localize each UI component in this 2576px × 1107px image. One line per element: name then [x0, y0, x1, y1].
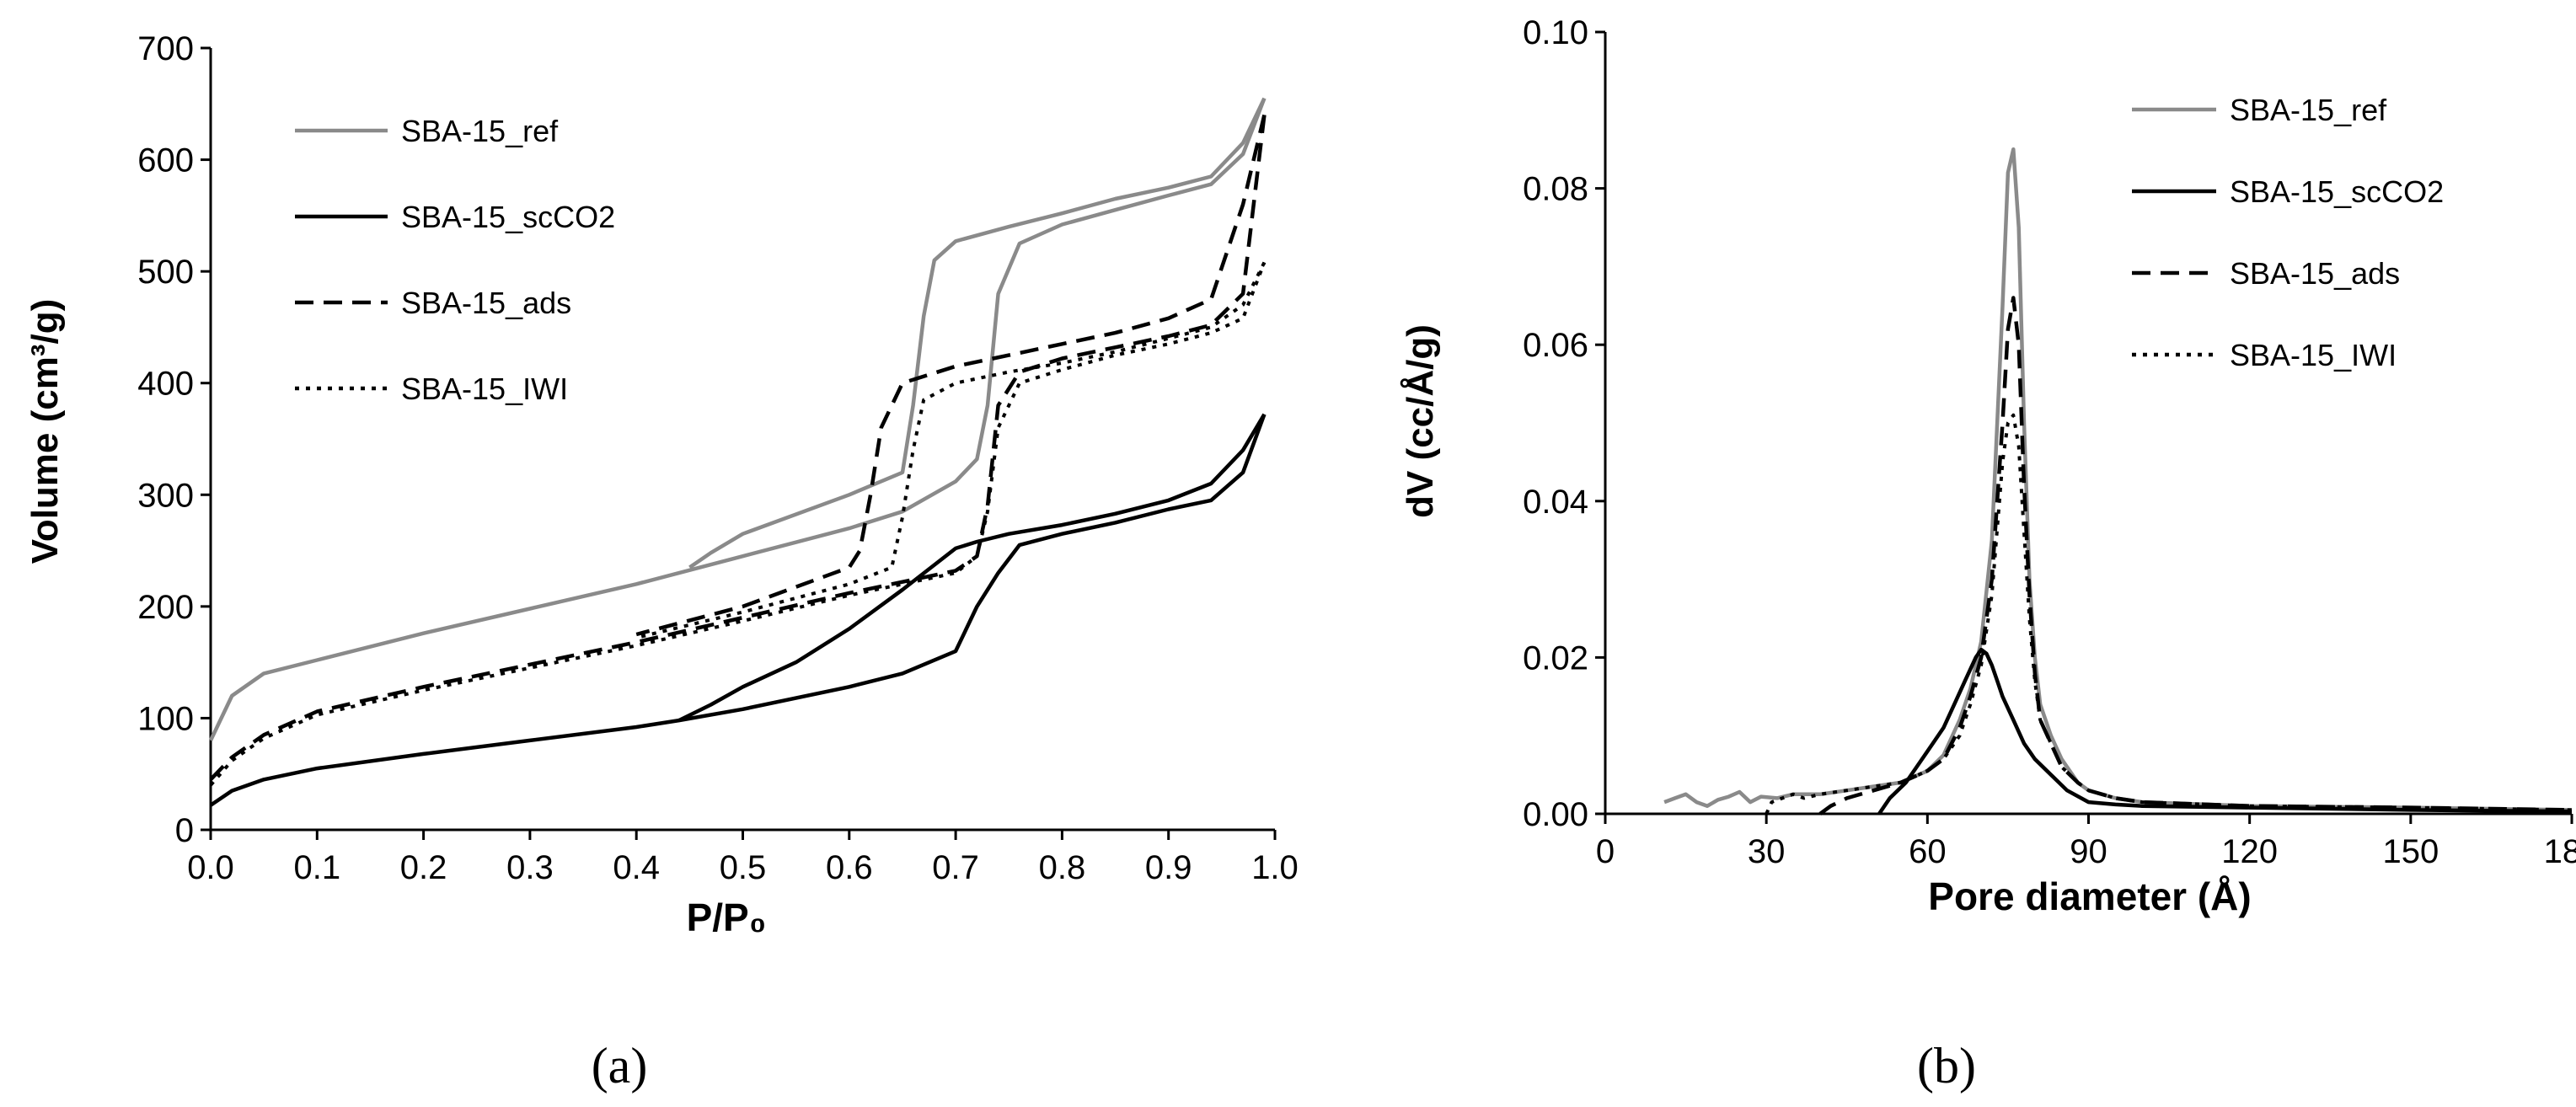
- x-tick-label: 0.9: [1145, 849, 1192, 886]
- chart-panel-b: 0.00 0.02 0.04 0.06 0.08 0.10 0 30 60 90 120 150 180…: [1400, 14, 2576, 1094]
- y-tick-label: 0.02: [1523, 639, 1588, 676]
- chart-a-series: [208, 97, 1267, 807]
- series-line-sba-15-ads-adsorption: [209, 115, 1267, 781]
- chart-a-legend: SBA-15_ref SBA-15_scCO2 SBA-15_ads SBA-15_I…: [295, 114, 615, 406]
- x-tick-label: 30: [1748, 833, 1786, 870]
- x-tick-label: 0.6: [826, 849, 873, 886]
- y-tick-label: 600: [137, 142, 194, 179]
- series-line-sba-15-ref-desorption: [688, 97, 1267, 570]
- legend-label: SBA-15_ads: [401, 286, 571, 320]
- chart-panel-a: 0 100 200 300 400 500 600 700 0.0 0.1 0.2 0.3 0.4 0.5…: [24, 30, 1299, 1094]
- y-tick-label: 400: [137, 366, 194, 403]
- x-tick-label: 0.8: [1039, 849, 1086, 886]
- chart-a-ylabel: Volume (cm³/g): [24, 299, 66, 564]
- x-tick-label: 180: [2544, 833, 2576, 870]
- series-line-sba-15-ads: [1818, 296, 2573, 816]
- y-tick-label: 0: [175, 812, 194, 849]
- x-tick-label: 90: [2070, 833, 2107, 870]
- x-tick-label: 0.0: [187, 849, 234, 886]
- x-tick-label: 0.3: [506, 849, 554, 886]
- legend-label: SBA-15_ads: [2230, 256, 2400, 291]
- x-tick-label: 120: [2221, 833, 2278, 870]
- y-tick-label: 100: [137, 700, 194, 737]
- legend-label: SBA-15_ref: [401, 114, 559, 148]
- chart-b-caption: (b): [1917, 1038, 1976, 1094]
- y-tick-label: 500: [137, 254, 194, 291]
- chart-a-caption: (a): [592, 1038, 648, 1094]
- legend-label: SBA-15_IWI: [2230, 338, 2397, 372]
- series-line-sba-15-scco2-desorption: [677, 413, 1267, 723]
- chart-b-ticks: 0.00 0.02 0.04 0.06 0.08 0.10 0 30 60 90 120 150 180: [1523, 14, 2576, 870]
- series-line-sba-15-scco2-adsorption: [209, 414, 1267, 807]
- y-tick-label: 300: [137, 477, 194, 514]
- chart-b-ylabel: dV (cc/Å/g): [1400, 324, 1441, 518]
- chart-a-ticks: 0 100 200 300 400 500 600 700 0.0 0.1 0.2 0.3 0.4 0.5…: [137, 30, 1299, 886]
- x-tick-label: 0.2: [400, 849, 447, 886]
- y-tick-label: 200: [137, 589, 194, 626]
- x-tick-label: 150: [2382, 833, 2439, 870]
- y-tick-label: 0.06: [1523, 327, 1588, 364]
- chart-b-series: [1663, 147, 2573, 816]
- legend-label: SBA-15_IWI: [401, 372, 568, 406]
- y-tick-label: 0.08: [1523, 171, 1588, 208]
- x-tick-label: 0.7: [932, 849, 979, 886]
- legend-label: SBA-15_scCO2: [2230, 174, 2444, 209]
- legend-label: SBA-15_ref: [2230, 93, 2387, 127]
- chart-a-xlabel: P/P₀: [687, 896, 767, 939]
- x-tick-label: 1.0: [1251, 849, 1299, 886]
- y-tick-label: 0.10: [1523, 14, 1588, 51]
- legend-label: SBA-15_scCO2: [401, 200, 615, 234]
- x-tick-label: 0.4: [613, 849, 660, 886]
- series-line-sba-15-iwi-adsorption: [209, 261, 1267, 787]
- series-line-sba-15-iwi-desorption: [635, 261, 1267, 639]
- series-line-sba-15-ads-desorption: [635, 114, 1267, 637]
- series-line-sba-15-ref-adsorption: [208, 97, 1267, 741]
- x-tick-label: 0: [1596, 833, 1615, 870]
- y-tick-label: 700: [137, 30, 194, 67]
- y-tick-label: 0.00: [1523, 796, 1588, 833]
- series-line-sba-15-ref: [1663, 147, 2573, 812]
- series-line-sba-15-iwi: [1765, 413, 2573, 815]
- chart-a-axes: [209, 48, 1275, 832]
- x-tick-label: 0.1: [293, 849, 340, 886]
- chart-b-axes: [1604, 32, 2572, 816]
- x-tick-label: 0.5: [720, 849, 767, 886]
- x-tick-label: 60: [1909, 833, 1947, 870]
- chart-b-xlabel: Pore diameter (Å): [1928, 874, 2251, 918]
- chart-b-legend: SBA-15_ref SBA-15_scCO2 SBA-15_ads SBA-15_I…: [2132, 93, 2444, 372]
- series-line-sba-15-scco2: [1877, 647, 2573, 816]
- y-tick-label: 0.04: [1523, 484, 1588, 521]
